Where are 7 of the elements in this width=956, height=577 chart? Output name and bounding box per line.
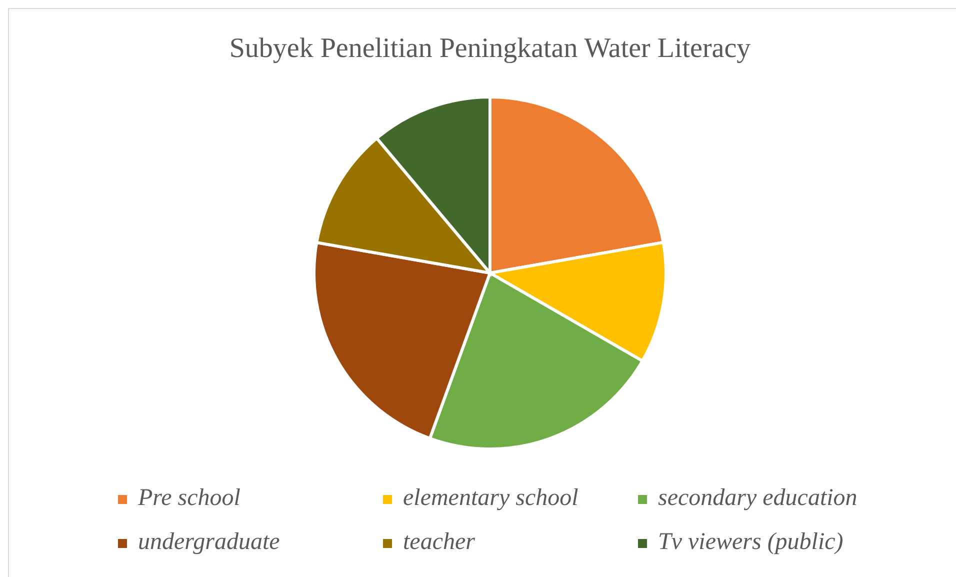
chart-title: Subyek Penelitian Peningkatan Water Literacy xyxy=(229,33,751,64)
legend-label: Pre school xyxy=(137,485,241,511)
legend-label: secondary education xyxy=(658,485,858,511)
legend-label: elementary school xyxy=(403,485,579,511)
legend-label: teacher xyxy=(403,529,476,555)
legend-label: Tv viewers (public) xyxy=(658,529,844,555)
legend-label: undergraduate xyxy=(138,529,280,555)
